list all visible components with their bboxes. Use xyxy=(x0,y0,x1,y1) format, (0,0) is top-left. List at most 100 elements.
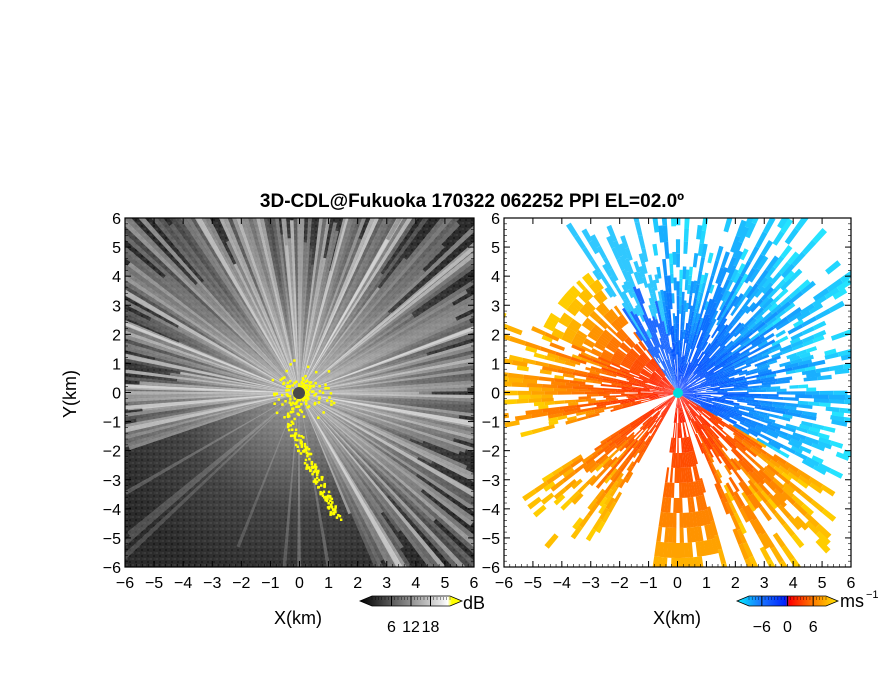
velocity-cell xyxy=(723,324,734,336)
velocity-cell xyxy=(689,325,694,335)
velocity-cell xyxy=(779,450,790,459)
velocity-cell xyxy=(694,572,701,588)
y-tick-label: 6 xyxy=(491,211,500,228)
velocity-cell xyxy=(826,278,844,293)
velocity-cell xyxy=(626,381,640,386)
velocity-cell xyxy=(738,459,751,473)
velocity-cell xyxy=(806,346,818,353)
saturated-pixel xyxy=(291,389,295,392)
velocity-cell xyxy=(808,302,824,314)
velocity-cell xyxy=(718,403,729,408)
velocity-cell xyxy=(602,388,618,391)
velocity-cell xyxy=(538,376,555,382)
velocity-cell xyxy=(539,369,552,375)
saturated-pixel xyxy=(307,393,311,396)
saturated-pixel xyxy=(302,436,305,439)
velocity-cell xyxy=(655,393,667,394)
saturated-pixel xyxy=(304,449,308,452)
velocity-cell xyxy=(651,308,658,320)
velocity-cell xyxy=(735,404,745,409)
velocity-cell xyxy=(756,181,768,199)
velocity-cell xyxy=(712,282,722,300)
y-tick-label: −3 xyxy=(103,473,121,490)
saturated-pixel xyxy=(311,466,314,469)
velocity-cell xyxy=(765,501,778,515)
velocity-cell xyxy=(687,348,691,358)
velocity-cell xyxy=(725,279,734,291)
velocity-cell xyxy=(747,318,757,328)
x-tick-label: −5 xyxy=(145,575,163,592)
velocity-cell xyxy=(678,423,680,438)
velocity-cell xyxy=(560,315,572,325)
velocity-cell xyxy=(776,388,787,392)
velocity-cell xyxy=(595,521,606,534)
velocity-cell xyxy=(687,394,698,398)
velocity-cell xyxy=(742,189,753,207)
velocity-cell xyxy=(794,451,808,461)
velocity-cell xyxy=(648,380,659,386)
velocity-cell xyxy=(727,295,739,311)
velocity-cell xyxy=(685,330,689,344)
velocity-cell xyxy=(681,407,686,422)
velocity-cell xyxy=(649,406,660,415)
velocity-cell xyxy=(771,351,783,359)
velocity-cell xyxy=(726,331,737,342)
velocity-cell xyxy=(740,273,749,284)
saturated-pixel xyxy=(335,516,339,519)
velocity-cell xyxy=(635,389,650,392)
velocity-cell xyxy=(650,375,661,382)
velocity-cell xyxy=(745,504,758,521)
velocity-cell xyxy=(734,382,750,387)
velocity-cell xyxy=(687,436,693,452)
velocity-cell xyxy=(672,313,676,324)
saturated-pixel xyxy=(313,394,316,397)
velocity-cell xyxy=(662,512,668,528)
velocity-cell xyxy=(511,360,528,368)
velocity-cell xyxy=(690,397,704,403)
x-tick-label: −4 xyxy=(174,575,192,592)
velocity-cell xyxy=(678,366,680,376)
saturated-pixel xyxy=(327,387,330,390)
velocity-cell xyxy=(825,406,840,413)
velocity-cell xyxy=(689,403,702,416)
velocity-cell xyxy=(585,317,596,327)
velocity-cell xyxy=(664,325,668,334)
saturated-pixel xyxy=(326,399,329,402)
velocity-cell xyxy=(761,297,774,310)
saturated-pixel xyxy=(300,443,303,447)
saturated-pixel xyxy=(293,436,297,439)
velocity-cell xyxy=(630,366,641,374)
velocity-cell xyxy=(542,384,558,389)
velocity-cell xyxy=(612,336,622,346)
velocity-cell xyxy=(652,347,661,360)
velocity-cell xyxy=(595,463,604,472)
velocity-cell xyxy=(705,388,720,391)
velocity-cell xyxy=(560,499,572,511)
velocity-cell xyxy=(749,518,762,536)
velocity-cell xyxy=(719,309,730,325)
velocity-cell xyxy=(597,320,608,330)
velocity-cell xyxy=(627,336,636,346)
velocity-cell xyxy=(636,437,647,450)
velocity-cell xyxy=(713,474,722,490)
saturated-pixel xyxy=(287,428,291,432)
velocity-cell xyxy=(661,404,671,416)
velocity-cell xyxy=(626,439,639,453)
velocity-cell xyxy=(665,375,673,385)
velocity-cell xyxy=(648,361,657,370)
saturated-pixel xyxy=(324,383,327,386)
velocity-cell xyxy=(682,437,686,453)
velocity-cell xyxy=(634,344,643,354)
velocity-cell xyxy=(726,264,737,281)
saturated-pixel xyxy=(295,380,298,383)
velocity-cell xyxy=(664,356,670,369)
velocity-cell xyxy=(730,304,740,317)
velocity-cell xyxy=(651,424,660,436)
velocity-cell xyxy=(595,492,607,506)
velocity-cell xyxy=(655,318,661,330)
velocity-cell xyxy=(674,437,677,453)
velocity-cell xyxy=(718,267,728,284)
velocity-cell xyxy=(660,344,666,357)
